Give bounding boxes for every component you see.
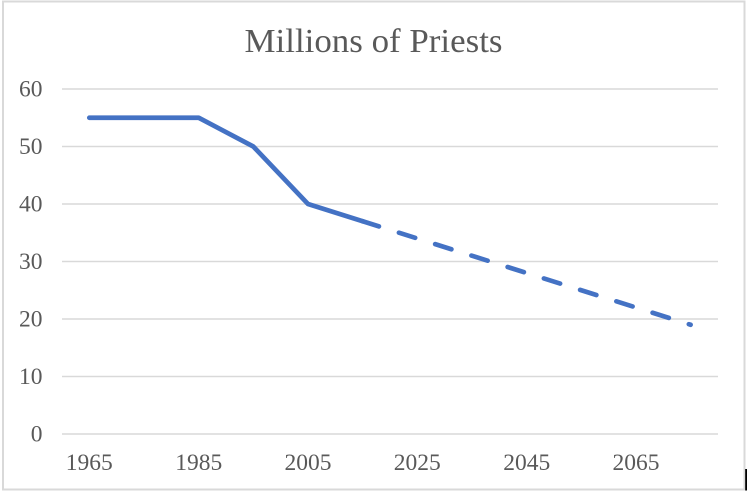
svg-text:1985: 1985 (175, 450, 222, 476)
svg-text:2005: 2005 (285, 450, 332, 476)
svg-text:0: 0 (31, 422, 43, 448)
svg-text:20: 20 (19, 307, 43, 333)
svg-text:30: 30 (19, 249, 43, 275)
svg-text:60: 60 (19, 77, 43, 103)
svg-text:2025: 2025 (394, 450, 441, 476)
svg-text:10: 10 (19, 364, 43, 390)
svg-text:2045: 2045 (503, 450, 550, 476)
svg-text:1965: 1965 (66, 450, 113, 476)
svg-text:Millions of Priests: Millions of Priests (245, 23, 503, 60)
svg-text:2065: 2065 (613, 450, 660, 476)
svg-text:40: 40 (19, 192, 43, 218)
svg-text:50: 50 (19, 134, 43, 160)
